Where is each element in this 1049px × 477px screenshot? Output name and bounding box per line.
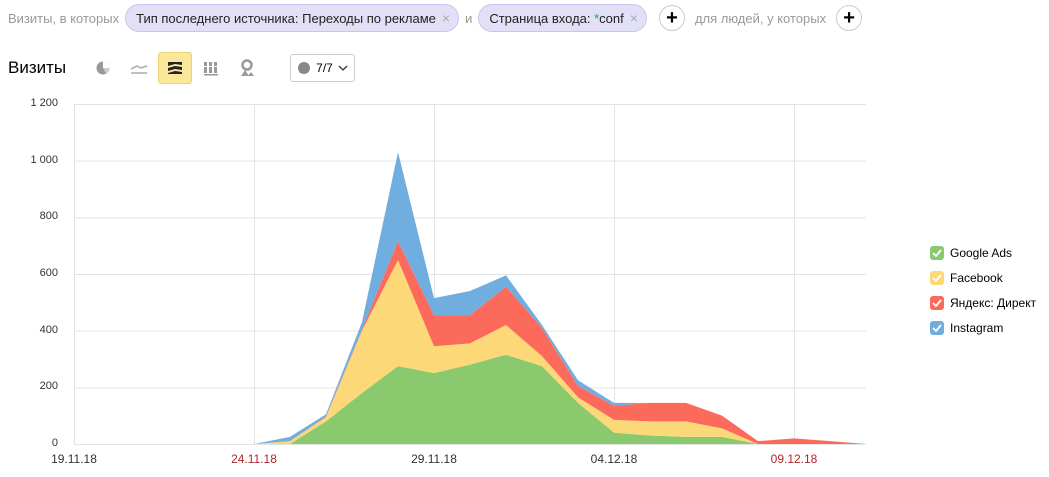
area-series[interactable] <box>74 241 866 444</box>
y-tick-label: 800 <box>39 210 58 223</box>
filter-prefix: Визиты, в которых <box>8 10 120 26</box>
legend-label: Google Ads <box>950 245 1013 260</box>
y-tick-label: 600 <box>39 267 58 279</box>
filter-chip-entry-page[interactable]: Страница входа: * conf × <box>478 4 647 32</box>
map-button[interactable] <box>230 52 264 84</box>
chevron-down-icon <box>338 65 348 71</box>
checkbox-checked-icon[interactable] <box>930 245 944 260</box>
y-tick-label: 1 000 <box>30 153 58 166</box>
area-series[interactable] <box>74 259 866 444</box>
checkbox-checked-icon[interactable] <box>930 320 944 335</box>
legend-label: Instagram <box>950 320 1004 335</box>
add-visit-condition-button[interactable]: + <box>658 5 685 31</box>
people-filter-label: для людей, у которых <box>694 10 827 26</box>
checkbox-checked-icon[interactable] <box>930 295 944 310</box>
legend-item[interactable]: Facebook <box>930 265 1036 290</box>
stacked-area-chart-icon <box>168 62 183 74</box>
bar-chart-button[interactable] <box>194 52 228 84</box>
legend-label: Facebook <box>950 270 1003 285</box>
y-tick-label: 400 <box>39 323 58 336</box>
y-tick-label: 1 200 <box>30 97 58 109</box>
filter-chip-source[interactable]: Тип последнего источника: Переходы по ре… <box>125 4 460 32</box>
segment-filters: Визиты, в которых Тип последнего источни… <box>8 4 868 32</box>
wildcard-star: * <box>594 10 600 26</box>
line-chart-icon <box>130 65 148 74</box>
filter-chip-label: Тип последнего источника: Переходы по ре… <box>136 10 436 26</box>
legend-item[interactable]: Google Ads <box>930 240 1036 265</box>
chart-title: Визиты <box>8 58 67 77</box>
legend-label: Яндекс: Директ <box>950 295 1037 310</box>
chart-toolbar: Визиты 7/7 <box>8 52 355 84</box>
pie-chart-icon <box>96 61 110 75</box>
series-count: 7/7 <box>316 61 333 75</box>
close-icon[interactable]: × <box>629 10 638 26</box>
area-series[interactable] <box>74 354 866 444</box>
add-people-condition-button[interactable]: + <box>836 5 863 31</box>
pie-chart-button[interactable] <box>86 52 120 84</box>
legend-item[interactable]: Яндекс: Директ <box>930 290 1036 315</box>
checkbox-checked-icon[interactable] <box>930 270 944 285</box>
chart-legend: Google Ads Facebook Яндекс: Директ Instagra… <box>930 240 1036 340</box>
bar-chart-icon <box>204 62 219 76</box>
close-icon[interactable]: × <box>441 10 451 26</box>
filter-chip-label: Страница входа: <box>489 10 595 26</box>
comment-icon <box>298 62 311 74</box>
stacked-area-chart-button[interactable] <box>158 52 193 84</box>
y-tick-label: 0 <box>51 437 58 449</box>
series-dropdown[interactable]: 7/7 <box>290 54 355 82</box>
legend-item[interactable]: Instagram <box>930 315 1036 340</box>
filter-chip-value: conf <box>599 10 624 26</box>
area-series[interactable] <box>74 152 866 444</box>
map-icon <box>241 59 255 76</box>
y-tick-label: 200 <box>39 380 58 393</box>
line-chart-button[interactable] <box>122 52 156 84</box>
filter-conjunction: и <box>465 10 473 26</box>
y-axis-labels: 0 200 400 600 800 1 000 1 200 <box>0 0 60 477</box>
